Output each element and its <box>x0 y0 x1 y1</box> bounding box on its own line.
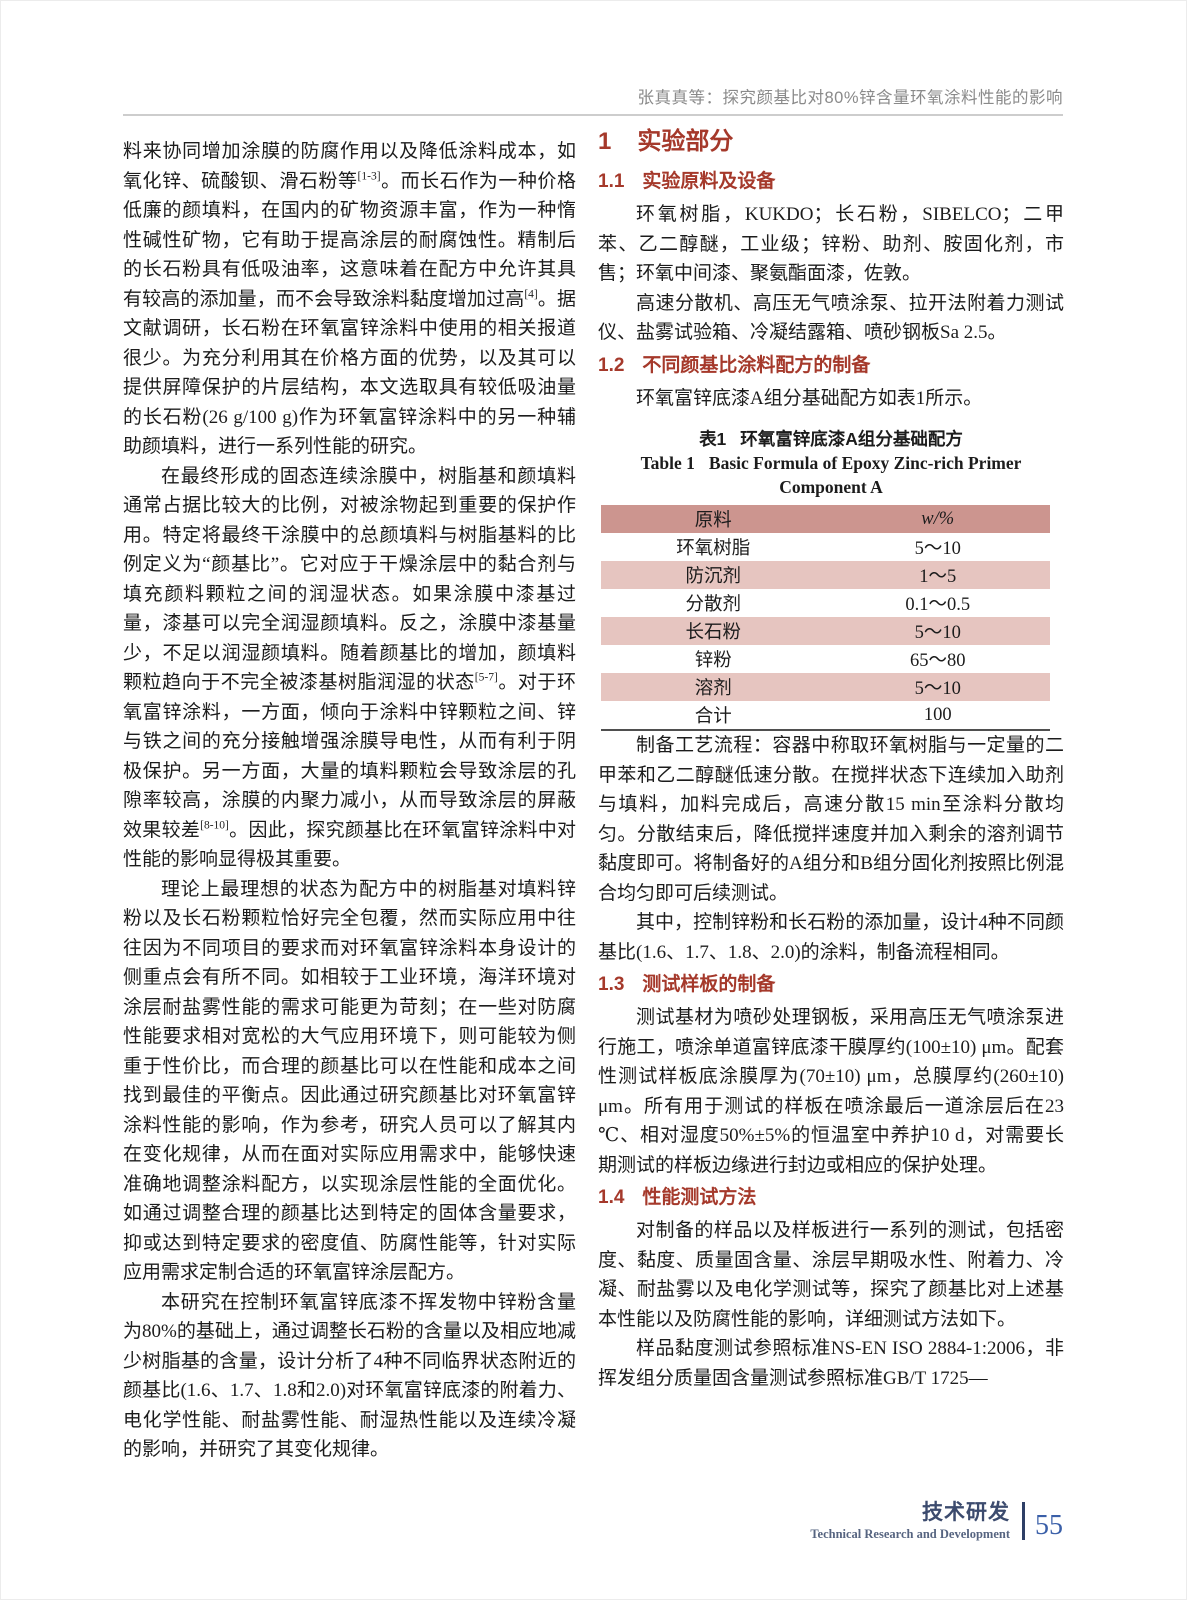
citation-reference: [5-7] <box>474 671 498 684</box>
table-cell: 5～10 <box>914 623 961 643</box>
table-row: 溶剂 5～10 <box>601 673 1050 701</box>
table-cell: 溶剂 <box>694 679 732 699</box>
table-cell: 分散剂 <box>685 595 741 615</box>
citation-reference: [8-10] <box>200 819 229 832</box>
footer-section-name: 技术研发 Technical Research and Development <box>810 1500 1010 1541</box>
section-title: 实验部分 <box>637 128 734 155</box>
table-cell: 环氧树脂 <box>676 539 751 559</box>
paragraph-test-standards: 样品黏度测试参照标准NS-EN ISO 2884-1:2006，非挥发组分质量固… <box>598 1338 1064 1389</box>
table-header-row: 原料 w/% <box>601 505 1050 533</box>
section-number: 1 <box>598 128 612 155</box>
citation-reference: [4] <box>524 288 538 301</box>
column-header-weight-percent: w/% <box>921 508 955 529</box>
paragraph-intro-continued: 料来协同增加涂膜的防腐作用以及降低涂料成本，如氧化锌、硫酸钡、滑石粉等[1-3]… <box>123 141 576 457</box>
table1-label-en: Table 1 <box>640 453 695 473</box>
section-title: 测试样板的制备 <box>642 974 776 995</box>
table-cell: 长石粉 <box>685 623 741 643</box>
table1-caption-en: Table 1 Basic Formula of Epoxy Zinc-rich … <box>598 452 1064 476</box>
table-cell: 防沉剂 <box>685 567 741 587</box>
table1-caption-en-line2: Component A <box>779 476 883 497</box>
table-cell: 锌粉 <box>694 651 732 671</box>
paragraph-materials: 环氧树脂，KUKDO；长石粉，SIBELCO；二甲苯、乙二醇醚，工业级；锌粉、助… <box>598 204 1064 284</box>
paragraph-formula-intro: 环氧富锌底漆A组分基础配方如表1所示。 <box>636 387 983 409</box>
table1-label-zh: 表1 <box>699 429 727 449</box>
paragraph-process: 制备工艺流程：容器中称取环氧树脂与一定量的二甲苯和乙二醇醚低速分散。在搅拌状态下… <box>598 735 1064 904</box>
section-title: 性能测试方法 <box>642 1187 757 1208</box>
section-number: 1.1 <box>598 171 625 192</box>
formula-table-header: 原料 w/% <box>601 505 1050 533</box>
paragraph-test-panels: 测试基材为喷砂处理钢板，采用高压无气喷涂泵进行施工，喷涂单道富锌底漆干膜厚约(1… <box>598 1007 1064 1176</box>
table-cell: 5～10 <box>914 539 961 559</box>
paragraph-study-scope: 本研究在控制环氧富锌底漆不挥发物中锌粉含量为80%的基础上，通过调整长石粉的含量… <box>123 1291 576 1461</box>
formula-table: 原料 w/% 环氧树脂 5～10 防沉剂 1～5 分散剂 0.1～0.5 长石粉 5～10 锌粉… <box>601 505 1050 731</box>
section-number: 1.3 <box>598 974 625 995</box>
table-row: 分散剂 0.1～0.5 <box>601 589 1050 617</box>
section-heading-1: 1 实验部分 <box>598 126 1064 158</box>
header-rule <box>123 114 1063 116</box>
section-number: 1.4 <box>598 1187 625 1208</box>
table1-caption-zh: 表1 环氧富锌底漆A组分基础配方 <box>598 427 1064 452</box>
paragraph-test-methods: 对制备的样品以及样板进行一系列的测试，包括密度、黏度、质量固含量、涂层早期吸水性… <box>598 1220 1064 1330</box>
table-row: 锌粉 65～80 <box>601 645 1050 673</box>
section-heading-1-4: 1.4 性能测试方法 <box>598 1183 1064 1213</box>
table-cell: 100 <box>923 704 952 725</box>
footer-section-zh: 技术研发 <box>922 1500 1010 1524</box>
table-cell: 1～5 <box>919 567 957 587</box>
column-header-material: 原料 <box>694 511 732 531</box>
table1-title-zh: 环氧富锌底漆A组分基础配方 <box>740 429 963 449</box>
section-title: 不同颜基比涂料配方的制备 <box>642 354 871 376</box>
section-heading-1-2: 1.2 不同颜基比涂料配方的制备 <box>598 351 1064 381</box>
page-footer: 技术研发 Technical Research and Development … <box>810 1500 1063 1542</box>
table-cell: 65～80 <box>909 651 966 671</box>
section-heading-1-1: 1.1 实验原料及设备 <box>598 167 1064 197</box>
section-title: 实验原料及设备 <box>642 171 776 192</box>
page-number: 55 <box>1035 1510 1063 1541</box>
table-row: 合计 100 <box>601 701 1050 730</box>
table-row: 防沉剂 1～5 <box>601 561 1050 589</box>
paragraph-equipment: 高速分散机、高压无气喷涂泵、拉开法附着力测试仪、盐雾试验箱、冷凝结露箱、喷砂钢板… <box>598 292 1064 344</box>
citation-reference: [1-3] <box>357 170 381 183</box>
paragraph-pigment-binder-ratio: 在最终形成的固态连续涂膜中，树脂基和颜填料通常占据比较大的比例，对被涂物起到重要… <box>123 465 576 871</box>
right-column: 1 实验部分 1.1 实验原料及设备 环氧树脂，KUKDO；长石粉，SIBELCO；… <box>598 126 1064 1393</box>
footer-divider <box>1022 1502 1025 1540</box>
table-cell: 合计 <box>694 707 732 727</box>
paragraph-ideal-state: 理论上最理想的状态为配方中的树脂基对填料锌粉以及长石粉颗粒恰好完全包覆，然而实际… <box>123 878 576 1284</box>
section-heading-1-3: 1.3 测试样板的制备 <box>598 970 1064 1000</box>
table-row: 环氧树脂 5～10 <box>601 533 1050 561</box>
section-number: 1.2 <box>598 354 625 376</box>
table-cell: 0.1～0.5 <box>905 595 971 615</box>
table-cell: 5～10 <box>914 679 961 699</box>
footer-section-en: Technical Research and Development <box>810 1526 1010 1541</box>
table-row: 长石粉 5～10 <box>601 617 1050 645</box>
left-column: 料来协同增加涂膜的防腐作用以及降低涂料成本，如氧化锌、硫酸钡、滑石粉等[1-3]… <box>123 137 576 1465</box>
paragraph-ratios: 其中，控制锌粉和长石粉的添加量，设计4种不同颜基比(1.6、1.7、1.8、2.… <box>598 912 1064 963</box>
table1-title-en: Basic Formula of Epoxy Zinc-rich Primer <box>708 453 1022 473</box>
running-title: 张真真等：探究颜基比对80%锌含量环氧涂料性能的影响 <box>637 89 1063 107</box>
formula-table-body: 环氧树脂 5～10 防沉剂 1～5 分散剂 0.1～0.5 长石粉 5～10 锌粉 65～80 溶剂… <box>601 533 1050 730</box>
